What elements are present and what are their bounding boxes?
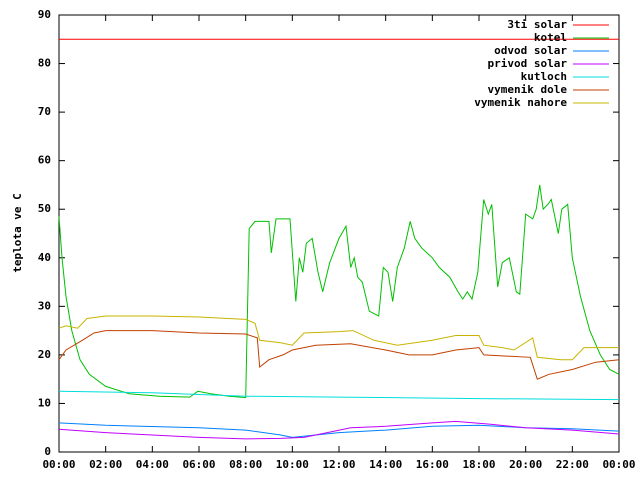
- x-tick-label: 18:00: [462, 458, 495, 471]
- legend-label: vymenik dole: [488, 83, 568, 96]
- x-tick-label: 02:00: [89, 458, 122, 471]
- legend-label: odvod solar: [494, 44, 567, 57]
- y-tick-label: 60: [38, 154, 51, 167]
- x-tick-label: 20:00: [509, 458, 542, 471]
- legend-label: 3ti solar: [507, 18, 567, 31]
- y-tick-label: 0: [44, 445, 51, 458]
- y-tick-label: 30: [38, 299, 51, 312]
- x-tick-label: 08:00: [229, 458, 262, 471]
- legend-label: privod solar: [488, 57, 568, 70]
- legend-label: vymenik nahore: [474, 96, 567, 109]
- x-tick-label: 14:00: [369, 458, 402, 471]
- series-line: [58, 330, 620, 380]
- series-line: [58, 390, 620, 401]
- x-tick-label: 06:00: [182, 458, 215, 471]
- y-tick-label: 70: [38, 105, 51, 118]
- y-tick-label: 50: [38, 202, 51, 215]
- y-tick-label: 90: [38, 8, 51, 21]
- y-tick-label: 80: [38, 57, 51, 70]
- x-tick-label: 22:00: [556, 458, 589, 471]
- series-line: [58, 420, 620, 440]
- legend-label: kutloch: [521, 70, 567, 83]
- legend-label: kotel: [534, 31, 567, 44]
- x-tick-label: 12:00: [322, 458, 355, 471]
- x-tick-label: 04:00: [136, 458, 169, 471]
- y-tick-label: 20: [38, 348, 51, 361]
- x-tick-label: 00:00: [42, 458, 75, 471]
- x-tick-label: 00:00: [602, 458, 635, 471]
- y-axis-label: teplota ve C: [11, 193, 24, 272]
- x-tick-label: 16:00: [416, 458, 449, 471]
- series-line: [58, 315, 619, 361]
- y-tick-label: 40: [38, 251, 51, 264]
- y-tick-label: 10: [38, 396, 51, 409]
- x-tick-label: 10:00: [276, 458, 309, 471]
- series-line: [58, 184, 620, 399]
